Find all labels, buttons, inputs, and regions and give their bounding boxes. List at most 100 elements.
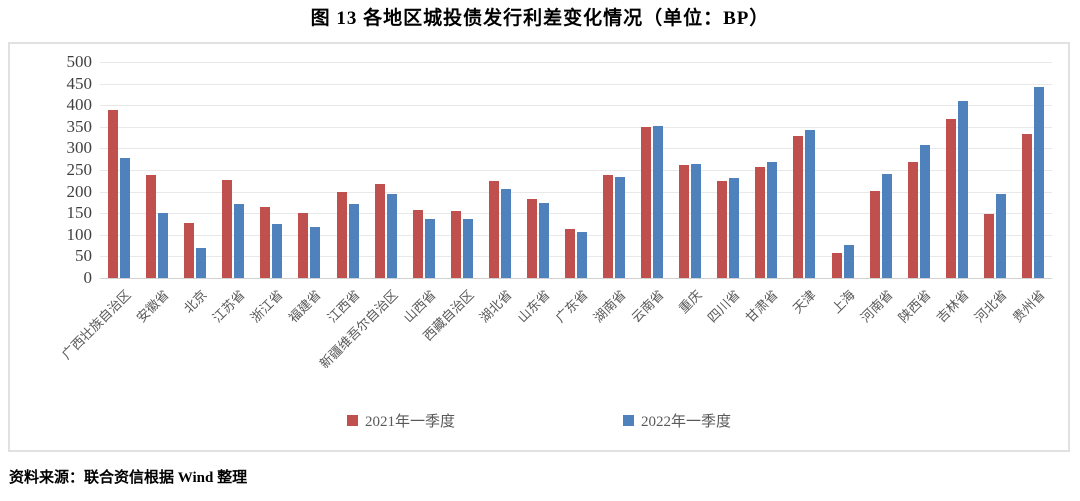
bar-2022年一季度 xyxy=(957,101,968,278)
y-axis-tick-label: 350 xyxy=(66,116,93,136)
grid-line xyxy=(100,170,1052,171)
bar-2022年一季度 xyxy=(767,161,778,278)
grid-line xyxy=(100,278,1052,279)
x-axis-category-label: 广西壮族自治区 xyxy=(58,287,134,363)
bar-2021年一季度 xyxy=(945,119,956,278)
x-axis-category-label: 云南省 xyxy=(628,287,667,326)
x-axis-category-label: 河北省 xyxy=(971,287,1010,326)
legend-swatch-2021-icon xyxy=(346,415,358,426)
grid-line xyxy=(100,148,1052,150)
bar-2022年一季度 xyxy=(805,129,816,278)
bar-2021年一季度 xyxy=(907,161,918,278)
x-axis-category-label: 天津 xyxy=(790,287,820,317)
y-axis-tick-label: 100 xyxy=(66,224,93,244)
grid-line xyxy=(100,256,1052,258)
x-axis-category-label: 山东省 xyxy=(514,287,553,326)
bar-2021年一季度 xyxy=(869,190,880,278)
x-axis-category-label: 湖北省 xyxy=(476,287,515,326)
bar-2021年一季度 xyxy=(831,253,842,278)
bar-2021年一季度 xyxy=(184,223,195,278)
bar-2022年一季度 xyxy=(158,213,169,278)
bar-2022年一季度 xyxy=(919,144,930,278)
legend: 2021年一季度 2022年一季度 xyxy=(8,410,1070,431)
bar-2021年一季度 xyxy=(222,179,233,278)
grid-line xyxy=(100,213,1052,215)
x-axis-category-label: 北京 xyxy=(180,287,210,317)
y-axis-tick-label: 300 xyxy=(66,138,93,158)
bar-2021年一季度 xyxy=(603,175,614,278)
bar-2022年一季度 xyxy=(348,203,359,278)
bar-2021年一季度 xyxy=(260,206,271,278)
bar-2022年一季度 xyxy=(196,247,207,278)
x-axis-category-label: 吉林省 xyxy=(933,287,972,326)
bar-2022年一季度 xyxy=(615,177,626,278)
y-axis-tick-label: 250 xyxy=(66,160,93,179)
x-axis-category-label: 甘肃省 xyxy=(742,287,782,326)
bar-2022年一季度 xyxy=(120,158,131,278)
bar-2021年一季度 xyxy=(1021,133,1032,278)
bar-2022年一季度 xyxy=(462,218,473,278)
y-axis-tick-label: 50 xyxy=(75,246,92,266)
grid-line xyxy=(100,105,1052,107)
chart-frame: 0 50 100 150 200 250 300 350 400 450 500 广西壮族自治区 安徽省… xyxy=(8,42,1070,452)
x-axis-category-label: 陕西省 xyxy=(895,287,934,326)
bar-2022年一季度 xyxy=(310,226,321,278)
legend-label-2021: 2021年一季度 xyxy=(364,414,455,430)
bar-2022年一季度 xyxy=(386,193,397,278)
bar-2021年一季度 xyxy=(450,211,461,278)
grid-line xyxy=(100,126,1052,128)
bar-2022年一季度 xyxy=(538,203,549,278)
bar-2022年一季度 xyxy=(424,218,435,278)
x-axis-category-label: 江苏省 xyxy=(209,287,249,326)
x-axis-category-label: 四川省 xyxy=(704,287,744,326)
bar-2021年一季度 xyxy=(488,180,499,278)
y-axis-tick-label: 500 xyxy=(66,52,93,71)
bar-2021年一季度 xyxy=(793,136,804,278)
bar-2021年一季度 xyxy=(983,213,994,278)
bar-2021年一季度 xyxy=(146,175,157,278)
x-axis-category-label: 浙江省 xyxy=(247,287,287,326)
bar-2021年一季度 xyxy=(717,180,728,278)
bar-2021年一季度 xyxy=(412,210,423,278)
bar-2022年一季度 xyxy=(577,232,587,278)
grid-line xyxy=(100,83,1052,85)
bar-2022年一季度 xyxy=(843,245,854,278)
y-axis-tick-label: 0 xyxy=(83,268,93,287)
x-axis-category-label: 福建省 xyxy=(285,287,325,326)
grid-line xyxy=(100,234,1052,236)
y-axis-tick-label: 450 xyxy=(66,73,93,93)
legend-swatch-2022-icon xyxy=(623,415,634,426)
bar-2021年一季度 xyxy=(336,192,347,278)
chart-title: 图 13 各地区城投债发行利差变化情况（单位：BP） xyxy=(310,8,770,29)
bar-2022年一季度 xyxy=(500,189,511,278)
x-axis-category-label: 安徽省 xyxy=(133,287,172,326)
x-axis-category-label: 上海 xyxy=(828,287,858,317)
grid-line xyxy=(100,191,1052,193)
x-axis-category-label: 湖南省 xyxy=(590,287,629,326)
bar-2022年一季度 xyxy=(272,223,283,278)
legend-item-2021: 2021年一季度 xyxy=(346,410,455,431)
grid-line xyxy=(100,62,1052,63)
y-axis-tick-label: 150 xyxy=(66,203,93,223)
legend-label-2022: 2022年一季度 xyxy=(641,414,732,430)
bar-2022年一季度 xyxy=(691,164,702,278)
legend-item-2022: 2022年一季度 xyxy=(623,410,731,431)
bar-2022年一季度 xyxy=(995,194,1006,278)
bar-2021年一季度 xyxy=(108,109,119,278)
bar-2022年一季度 xyxy=(881,174,892,278)
bar-2021年一季度 xyxy=(679,165,690,278)
y-axis-tick-label: 400 xyxy=(66,95,93,115)
bar-2021年一季度 xyxy=(526,199,537,278)
x-axis-category-label: 重庆 xyxy=(675,287,705,317)
bar-2022年一季度 xyxy=(1033,87,1044,278)
x-axis-category-label: 贵州省 xyxy=(1009,287,1048,326)
bar-2021年一季度 xyxy=(641,127,652,278)
bar-2021年一季度 xyxy=(298,213,309,278)
x-axis-category-label: 广东省 xyxy=(552,287,591,326)
bar-2021年一季度 xyxy=(755,166,766,278)
bar-2022年一季度 xyxy=(729,177,740,278)
y-axis-tick-label: 200 xyxy=(66,181,93,201)
bar-2021年一季度 xyxy=(565,229,575,278)
bar-2022年一季度 xyxy=(234,203,245,278)
source-note: 资料来源：联合资信根据 Wind 整理 xyxy=(9,470,248,486)
